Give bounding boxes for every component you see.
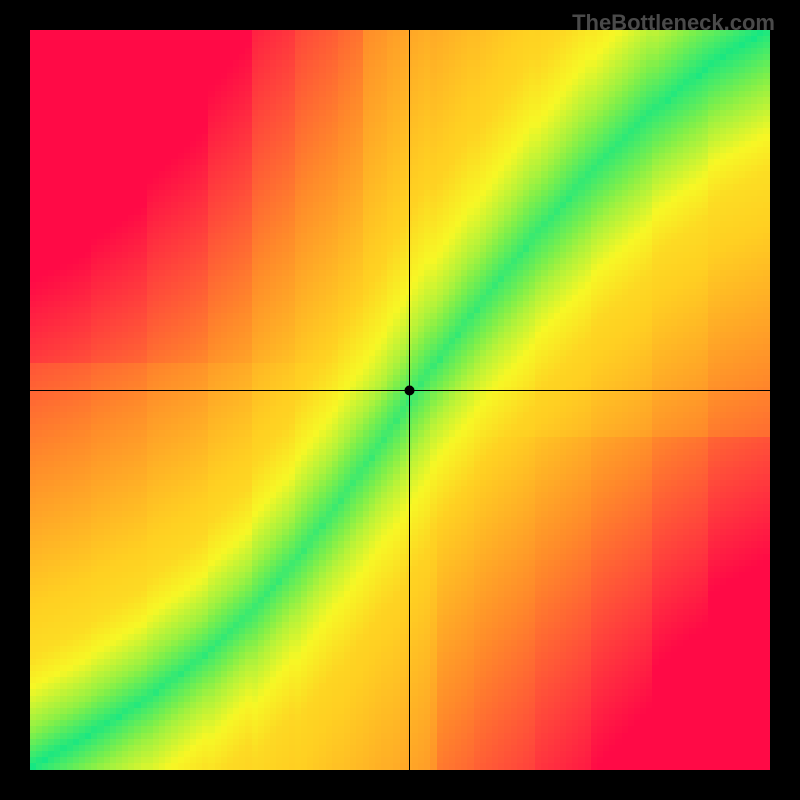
chart-frame: TheBottleneck.com bbox=[0, 0, 800, 800]
heatmap-canvas bbox=[30, 30, 770, 770]
watermark-text: TheBottleneck.com bbox=[572, 10, 775, 36]
plot-area bbox=[30, 30, 770, 770]
